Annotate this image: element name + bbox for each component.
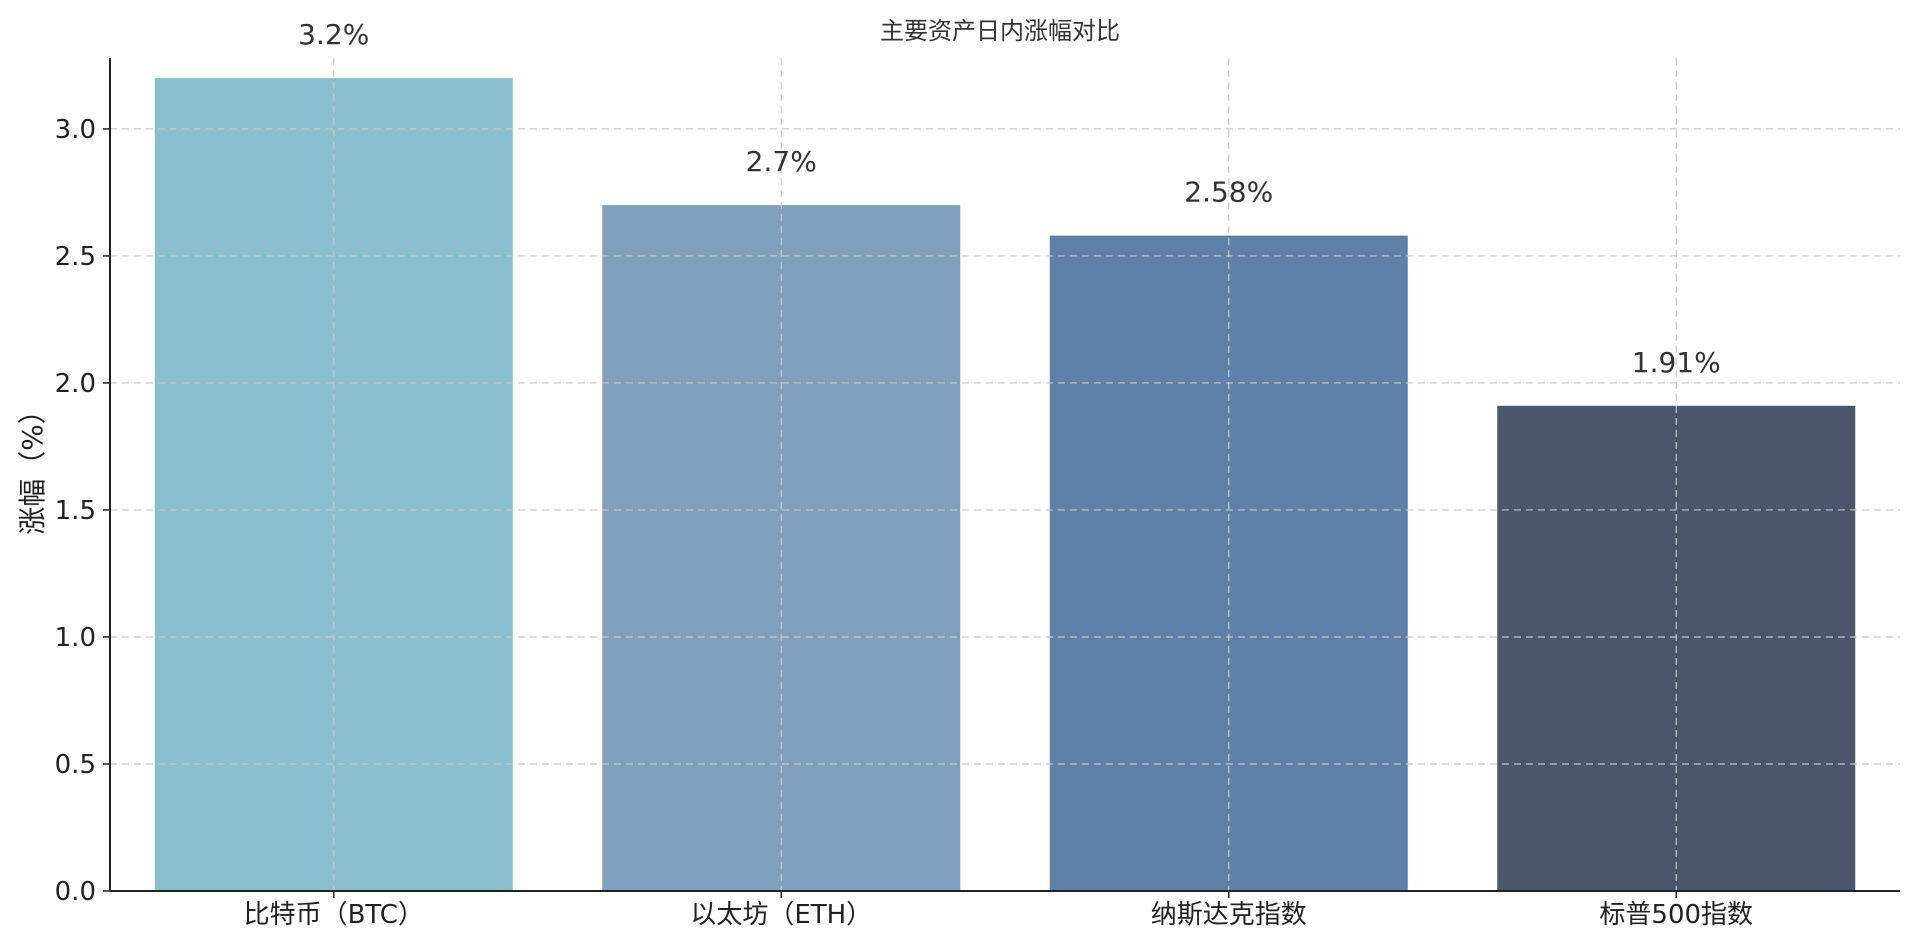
y-tick-label: 1.5 [55,496,96,526]
x-tick-label: 纳斯达克指数 [1151,900,1307,930]
y-tick-label: 2.5 [55,242,96,272]
data-label: 1.91% [1632,346,1721,379]
chart-title: 主要资产日内涨幅对比 [880,17,1120,45]
y-tick-label: 0.5 [55,750,96,780]
y-tick-label: 2.0 [55,369,96,399]
bar [602,205,961,892]
y-tick-label: 1.0 [55,623,96,653]
y-tick-label: 3.0 [55,115,96,145]
y-tick-label: 0.0 [55,877,96,907]
labels: 0.0 0.5 1.0 1.5 2.0 2.5 3.0 比特币（BTC） 以太坊（ETH） 纳斯达… [55,18,1753,930]
data-label: 2.58% [1184,176,1273,209]
x-tick-label: 比特币（BTC） [244,900,424,930]
axes [103,58,1900,898]
data-label: 3.2% [298,18,369,51]
bars [154,78,1856,892]
x-tick-label: 以太坊（ETH） [690,900,872,930]
data-label: 2.7% [746,145,817,178]
y-axis-label: 涨幅（%） [16,396,49,535]
x-tick-label: 标普500指数 [1599,900,1753,930]
grid-lines [110,58,1900,891]
